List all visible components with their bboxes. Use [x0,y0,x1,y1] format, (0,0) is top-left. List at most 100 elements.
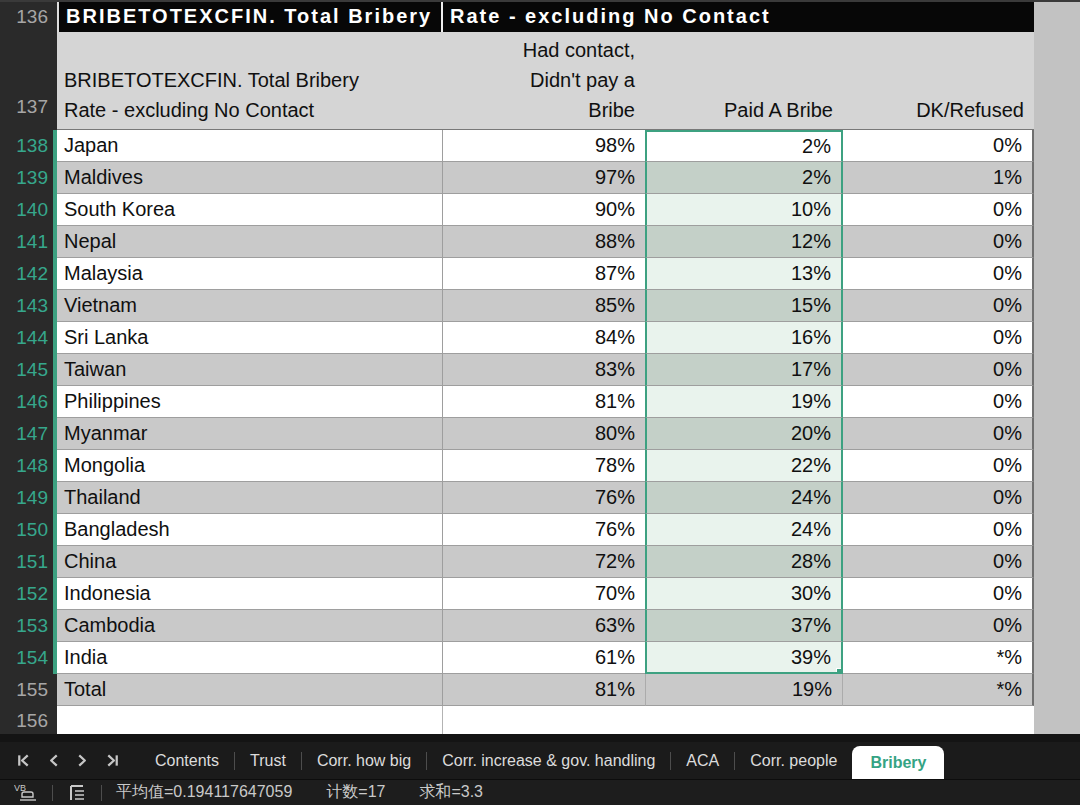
cell-dk-refused[interactable]: *% [843,674,1034,706]
cell-paid-bribe[interactable]: 12% [645,226,843,258]
cell-paid-bribe[interactable]: 22% [645,450,843,482]
cell-country[interactable]: Maldives [57,162,443,194]
cell-paid-bribe[interactable]: 10% [645,194,843,226]
macro-icon[interactable]: VB [14,783,38,803]
row-number[interactable]: 153 [0,610,57,642]
row-number[interactable]: 151 [0,546,57,578]
cell-country[interactable]: Myanmar [57,418,443,450]
cell-dk-refused[interactable]: 0% [843,450,1034,482]
row-number[interactable]: 155 [0,674,57,706]
cell-country[interactable]: Taiwan [57,354,443,386]
row-number[interactable]: 141 [0,226,57,258]
row-number[interactable]: 139 [0,162,57,194]
row-number[interactable]: 152 [0,578,57,610]
cell-paid-bribe[interactable]: 24% [645,482,843,514]
sheet-tab-aca[interactable]: ACA [671,742,734,779]
cell-country[interactable]: Nepal [57,226,443,258]
cell-paid-bribe[interactable]: 37% [645,610,843,642]
cell-paid-bribe[interactable]: 16% [645,322,843,354]
cell-dk-refused[interactable]: 0% [843,354,1034,386]
cell-country[interactable]: Malaysia [57,258,443,290]
cell-no-bribe[interactable]: 81% [443,386,645,418]
cell-paid-bribe[interactable]: 13% [645,258,843,290]
cell-no-bribe[interactable]: 72% [443,546,645,578]
cell-no-bribe[interactable]: 80% [443,418,645,450]
cell-dk-refused[interactable]: 0% [843,578,1034,610]
cell-paid-bribe[interactable]: 2% [645,162,843,194]
cell-paid-bribe[interactable]: 19% [645,674,843,706]
cell-country[interactable]: Total [57,674,443,706]
cell-dk-refused[interactable]: 0% [843,418,1034,450]
cell-dk-refused[interactable]: 0% [843,290,1034,322]
cell-dk-refused[interactable]: 0% [843,514,1034,546]
cell-paid-bribe[interactable]: 20% [645,418,843,450]
cell-dk-refused[interactable]: 0% [843,546,1034,578]
cell-empty[interactable] [843,706,1034,736]
row-number[interactable]: 140 [0,194,57,226]
cell-header-no-bribe[interactable]: Had contact, Didn't pay a Bribe [443,32,645,130]
cell-no-bribe[interactable]: 81% [443,674,645,706]
nav-prev-icon[interactable] [47,753,60,768]
row-number[interactable]: 143 [0,290,57,322]
cell-no-bribe[interactable]: 70% [443,578,645,610]
row-number[interactable]: 156 [0,706,57,736]
cell-country[interactable]: Mongolia [57,450,443,482]
row-number[interactable]: 154 [0,642,57,674]
cell-dk-refused[interactable]: 0% [843,130,1034,162]
row-number[interactable]: 137 [0,32,57,130]
cell-dk-refused[interactable]: 0% [843,386,1034,418]
sheet-tab-bribery[interactable]: Bribery [852,746,944,779]
cell-dk-refused[interactable]: 0% [843,194,1034,226]
row-number[interactable]: 149 [0,482,57,514]
cell-paid-bribe[interactable]: 17% [645,354,843,386]
cell-no-bribe[interactable]: 87% [443,258,645,290]
cell-country[interactable]: Bangladesh [57,514,443,546]
row-number[interactable]: 144 [0,322,57,354]
cell-country[interactable]: Indonesia [57,578,443,610]
cell-title-a[interactable]: BRIBETOTEXCFIN. Total Bribery [57,2,443,32]
row-number[interactable]: 145 [0,354,57,386]
cell-no-bribe[interactable]: 61% [443,642,645,674]
cell-no-bribe[interactable]: 88% [443,226,645,258]
cell-header-label[interactable]: BRIBETOTEXCFIN. Total Bribery Rate - exc… [57,32,443,130]
cell-country[interactable]: Vietnam [57,290,443,322]
sheet-tab-contents[interactable]: Contents [140,742,234,779]
cell-paid-bribe[interactable]: 24% [645,514,843,546]
outline-icon[interactable] [67,784,87,802]
row-number[interactable]: 147 [0,418,57,450]
cell-country[interactable]: Japan [57,130,443,162]
cell-dk-refused[interactable]: 0% [843,322,1034,354]
cell-paid-bribe[interactable]: 19% [645,386,843,418]
sheet-tab-corr-people[interactable]: Corr. people [735,742,852,779]
cell-dk-refused[interactable]: 0% [843,226,1034,258]
nav-first-icon[interactable] [16,753,31,768]
cell-no-bribe[interactable]: 90% [443,194,645,226]
cell-paid-bribe[interactable]: 30% [645,578,843,610]
cell-header-dk-refused[interactable]: DK/Refused [843,32,1034,130]
cell-dk-refused[interactable]: 0% [843,482,1034,514]
nav-next-icon[interactable] [76,753,89,768]
row-number[interactable]: 138 [0,130,57,162]
row-number[interactable]: 142 [0,258,57,290]
cell-no-bribe[interactable]: 78% [443,450,645,482]
cell-country[interactable]: China [57,546,443,578]
cell-country[interactable]: Thailand [57,482,443,514]
cell-country[interactable]: Sri Lanka [57,322,443,354]
cell-no-bribe[interactable]: 85% [443,290,645,322]
cell-no-bribe[interactable]: 76% [443,482,645,514]
cell-header-paid-bribe[interactable]: Paid A Bribe [645,32,843,130]
cell-country[interactable]: Philippines [57,386,443,418]
cell-paid-bribe[interactable]: 28% [645,546,843,578]
cell-dk-refused[interactable]: 0% [843,258,1034,290]
cell-no-bribe[interactable]: 84% [443,322,645,354]
cell-country[interactable]: Cambodia [57,610,443,642]
row-number[interactable]: 150 [0,514,57,546]
cell-no-bribe[interactable]: 76% [443,514,645,546]
row-number[interactable]: 148 [0,450,57,482]
cell-no-bribe[interactable]: 97% [443,162,645,194]
sheet-tab-trust[interactable]: Trust [235,742,301,779]
cell-dk-refused[interactable]: 1% [843,162,1034,194]
cell-country[interactable]: India [57,642,443,674]
cell-empty[interactable] [645,706,843,736]
cell-title-overflow[interactable]: Rate - excluding No Contact [443,2,1034,32]
